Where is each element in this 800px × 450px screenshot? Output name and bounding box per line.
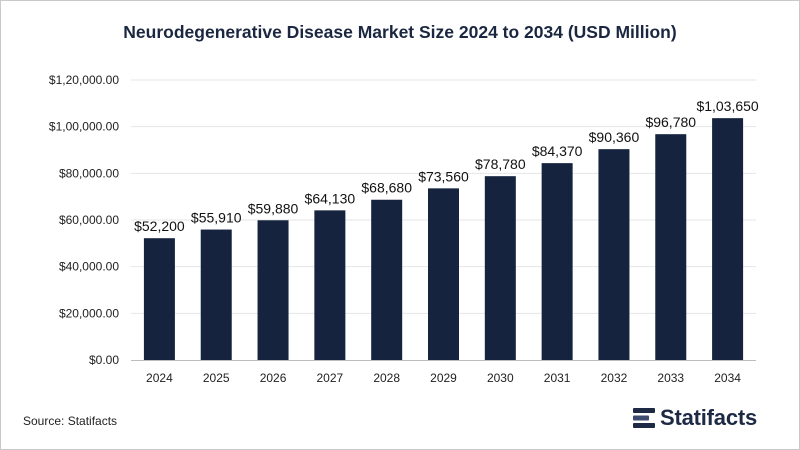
bar-2030 [484,176,516,360]
data-label: $78,780 [475,156,526,172]
bar-2028 [371,199,403,360]
x-tick-label: 2026 [260,371,287,385]
bar-2032 [598,149,630,360]
data-label: $73,560 [418,168,469,184]
x-axis-ticks: 2024 2025 2026 2027 2028 2029 2030 2031 2032 2033… [146,371,741,385]
bar-2029 [428,188,459,360]
bar-2033 [655,134,687,360]
x-tick-label: 2033 [657,371,684,385]
data-label: $96,780 [645,114,696,130]
data-labels: $52,200 $55,910 $59,880 $64,130 $68,680 $73,5… [134,98,759,234]
y-tick-label: $40,000.00 [59,260,119,274]
data-label: $52,200 [134,218,185,234]
x-tick-label: 2029 [430,371,457,385]
chart-title: Neurodegenerative Disease Market Size 20… [123,22,677,42]
brand-name: Statifacts [660,405,758,430]
y-axis-ticks: $0.00 $20,000.00 $40,000.00 $60,000.00 $80,0… [49,73,119,367]
y-tick-label: $20,000.00 [59,306,119,320]
brand-logo: Statifacts [632,405,757,431]
bar-2027 [314,210,346,360]
data-label: $68,680 [361,180,412,196]
data-label: $64,130 [305,190,356,206]
x-tick-label: 2032 [601,371,628,385]
data-label: $90,360 [589,129,640,145]
bar-2024 [143,238,175,360]
bars [143,118,744,361]
y-tick-label: $1,20,000.00 [49,73,119,87]
data-label: $59,880 [248,200,299,216]
x-tick-label: 2030 [487,371,514,385]
x-tick-label: 2028 [373,371,400,385]
bar-2031 [541,163,573,360]
x-tick-label: 2025 [203,371,230,385]
x-tick-label: 2027 [317,371,344,385]
y-tick-label: $0.00 [89,353,119,367]
bar-2026 [257,220,289,360]
data-label: $1,03,650 [696,98,758,114]
x-tick-label: 2034 [714,371,741,385]
data-label: $84,370 [532,143,583,159]
bar-2034 [712,118,744,361]
x-tick-label: 2031 [544,371,571,385]
data-label: $55,910 [191,210,242,226]
y-tick-label: $60,000.00 [59,213,119,227]
statifacts-logo-icon [633,408,655,428]
y-tick-label: $80,000.00 [59,166,119,180]
bar-2025 [200,229,232,360]
x-tick-label: 2024 [146,371,173,385]
y-tick-label: $1,00,000.00 [49,120,119,134]
source-note: Source: Statifacts [23,414,118,428]
